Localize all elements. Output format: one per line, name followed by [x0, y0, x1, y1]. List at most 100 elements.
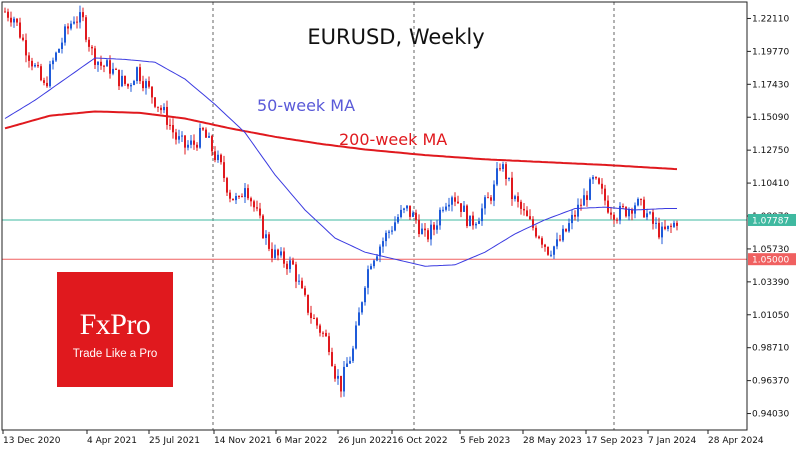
candle [664, 220, 666, 231]
ma50-line [4, 57, 677, 267]
candle [214, 146, 216, 163]
candle [643, 196, 645, 219]
candle [184, 135, 186, 155]
candle [220, 153, 222, 165]
candle [598, 177, 600, 185]
candle [280, 247, 282, 258]
candle [655, 217, 657, 229]
candle [268, 231, 270, 252]
candle [571, 209, 573, 230]
candle [208, 132, 210, 138]
candle [55, 51, 57, 63]
candle [67, 23, 69, 35]
candle [670, 223, 672, 233]
y-tick-label: 0.98710 [752, 344, 789, 354]
y-tick-label: 1.01050 [752, 311, 789, 321]
candle [286, 260, 288, 275]
y-tick-label: 1.22110 [752, 14, 789, 24]
candle [619, 202, 621, 225]
candle [88, 37, 90, 52]
candle [544, 243, 546, 252]
candle [298, 274, 300, 285]
y-tick-label: 1.17430 [752, 80, 789, 90]
candle [475, 222, 477, 229]
candle [595, 176, 597, 180]
price-badges: 1.07787 1.05000 [748, 213, 796, 266]
candle [130, 82, 132, 92]
x-tick-label: 4 Apr 2021 [87, 436, 137, 446]
candle [4, 7, 6, 13]
candle [415, 209, 417, 224]
candle [343, 360, 345, 397]
candle [436, 219, 438, 234]
candle [538, 235, 540, 240]
candle [469, 215, 471, 227]
candle [409, 205, 411, 221]
fxpro-logo: FxPro Trade Like a Pro [57, 272, 173, 387]
candle [403, 207, 405, 214]
candle [604, 184, 606, 206]
candle [325, 329, 327, 337]
candle [427, 228, 429, 243]
candle [406, 205, 408, 212]
candle [277, 248, 279, 261]
candle [454, 192, 456, 207]
candle [622, 203, 624, 209]
candle [652, 209, 654, 230]
x-tick-label: 6 Mar 2022 [276, 436, 327, 446]
candle [379, 244, 381, 263]
candle [478, 217, 480, 225]
candle [103, 64, 105, 73]
candle [646, 208, 648, 221]
candle [169, 118, 171, 130]
candle [334, 363, 336, 382]
candle [19, 17, 21, 39]
candle [601, 178, 603, 195]
candle [490, 195, 492, 205]
candle [121, 69, 123, 88]
candle [226, 176, 228, 196]
ma200-label: 200-week MA [339, 130, 447, 149]
candle [658, 217, 660, 240]
candle [295, 261, 297, 289]
candle [7, 8, 9, 22]
candle [553, 245, 555, 260]
candle [451, 195, 453, 212]
candle [505, 161, 507, 186]
candle [460, 203, 462, 218]
candle [484, 195, 486, 215]
y-tick-label: 1.19770 [752, 47, 789, 57]
candle [310, 305, 312, 324]
candle [574, 210, 576, 221]
candle [142, 75, 144, 92]
candle [439, 207, 441, 230]
candle [97, 61, 99, 72]
candle [535, 225, 537, 239]
candle [289, 256, 291, 273]
svg-text:1.05000: 1.05000 [752, 256, 789, 266]
candle [397, 214, 399, 224]
candle [346, 357, 348, 368]
candle [283, 247, 285, 268]
candle [229, 189, 231, 203]
candle [616, 217, 618, 224]
candle [313, 314, 315, 320]
candle [328, 332, 330, 356]
candle [265, 230, 267, 245]
candle [190, 135, 192, 149]
candle [589, 177, 591, 201]
candle [46, 76, 48, 88]
candle [61, 37, 63, 54]
candle [124, 75, 126, 86]
x-tick-label: 16 Oct 2022 [392, 436, 448, 446]
candle [115, 67, 117, 71]
candle [40, 63, 42, 82]
candle [205, 127, 207, 138]
x-tick-label: 28 May 2023 [523, 436, 582, 446]
candle [676, 220, 678, 231]
candle [28, 52, 30, 68]
candle [211, 134, 213, 156]
candle [331, 347, 333, 367]
candle [322, 331, 324, 338]
candle [259, 202, 261, 219]
